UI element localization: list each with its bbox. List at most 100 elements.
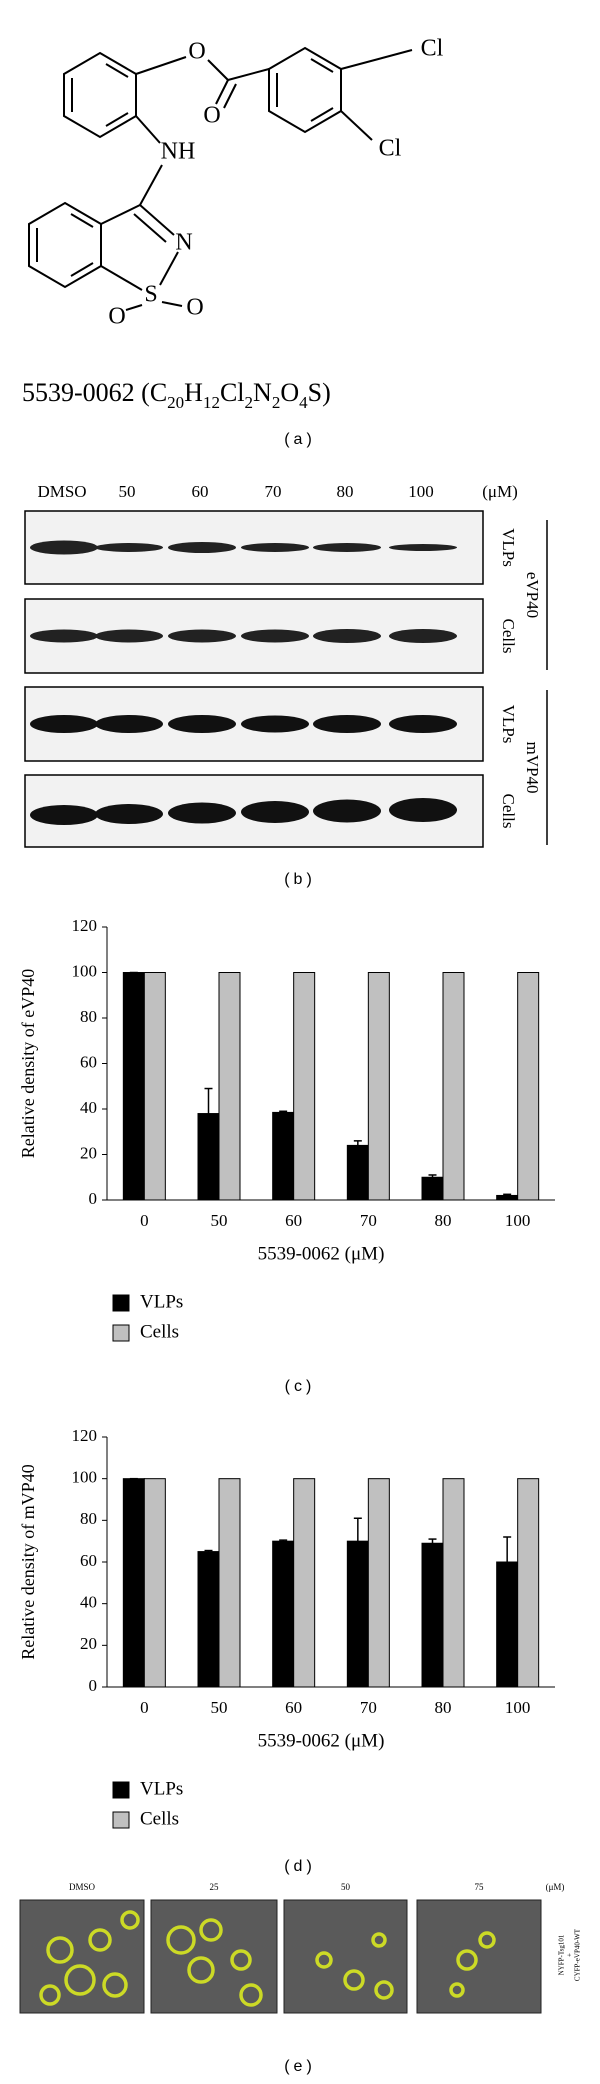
band: [168, 629, 236, 643]
formula-element: N: [253, 378, 272, 407]
legend-swatch: [112, 1294, 130, 1312]
band: [389, 629, 457, 643]
x-tick-label: 70: [360, 1698, 377, 1717]
fluorescent-cell: [239, 1983, 263, 2007]
micrograph: [416, 1899, 542, 2014]
y-tick-label: 80: [80, 1007, 97, 1026]
error-bar: [279, 1539, 288, 1542]
panel-label: (b): [284, 871, 316, 888]
error-bar: [428, 1174, 437, 1178]
bar: [496, 1194, 519, 1201]
compound-closing: ): [322, 378, 331, 407]
atom-label: Cl: [421, 36, 444, 62]
structure: [28, 46, 413, 311]
column-label: DMSO: [37, 482, 86, 501]
bar: [367, 1478, 390, 1688]
fluorescent-cell: [449, 1982, 465, 1998]
bar: [346, 1144, 369, 1201]
atom-label: O: [108, 304, 125, 330]
bar: [496, 1561, 519, 1688]
x-tick-label: 60: [285, 1211, 302, 1230]
band: [241, 629, 309, 643]
column-label: 50: [119, 482, 136, 501]
legend-swatch: [112, 1781, 130, 1799]
y-axis-label: Relative density of eVP40: [18, 969, 38, 1158]
band: [389, 544, 457, 551]
microscopy: DMSO 25 50 75 (μM) NYFP-Tsg101 + CYFP-eVP40-WT: [19, 1882, 582, 2014]
y-tick-label: 20: [80, 1143, 97, 1162]
formula-element: Cl: [220, 378, 245, 407]
y-tick-label: 40: [80, 1593, 97, 1612]
x-tick-label: 60: [285, 1698, 302, 1717]
band: [168, 542, 236, 553]
fluorescent-cell: [230, 1949, 252, 1971]
fluorescent-cell: [187, 1956, 215, 1984]
atom-label: NH: [161, 139, 196, 165]
column-label: 70: [265, 482, 282, 501]
error-bar: [428, 1538, 437, 1544]
band: [313, 543, 381, 552]
column-label: DMSO: [69, 1882, 96, 1892]
formula-element: H: [184, 378, 203, 407]
column-label: 80: [337, 482, 354, 501]
bar: [346, 1540, 369, 1688]
fluorescent-cell: [102, 1972, 128, 1998]
x-tick-label: 100: [505, 1698, 531, 1717]
error-bar: [353, 1140, 362, 1146]
column-label: 60: [192, 482, 209, 501]
x-axis-label: 5539-0062 (μM): [258, 1243, 385, 1264]
band: [168, 715, 236, 733]
micrograph: [283, 1899, 408, 2014]
x-tick-label: 0: [140, 1211, 149, 1230]
bar: [143, 972, 166, 1201]
band: [168, 802, 236, 824]
formula-subscript: 2: [272, 393, 281, 412]
band: [241, 715, 309, 733]
band: [30, 629, 98, 643]
bar: [442, 1478, 465, 1688]
x-tick-label: 70: [360, 1211, 377, 1230]
band: [313, 799, 381, 823]
unit-label: (μM): [546, 1882, 565, 1892]
legend-label: VLPs: [140, 1778, 183, 1799]
x-tick-label: 50: [211, 1211, 228, 1230]
side-label: NYFP-Tsg101: [558, 1934, 566, 1975]
band: [95, 804, 163, 824]
row-label: Cells: [499, 619, 518, 654]
side-label: +: [566, 1953, 574, 1957]
y-tick-label: 60: [80, 1551, 97, 1570]
y-tick-label: 100: [72, 961, 98, 980]
bar: [421, 1176, 444, 1201]
legend-swatch: [112, 1811, 130, 1829]
band: [313, 715, 381, 733]
atom-label: N: [175, 230, 192, 256]
legend-swatch: [112, 1324, 130, 1342]
bar: [122, 972, 145, 1201]
column-label: 50: [341, 1882, 351, 1892]
atom-label: Cl: [379, 136, 402, 162]
bar: [517, 1478, 540, 1688]
column-label: 100: [408, 482, 434, 501]
y-tick-label: 60: [80, 1052, 97, 1071]
panel-label: (e): [284, 2058, 316, 2075]
y-axis-label: Relative density of mVP40: [18, 1464, 38, 1659]
band: [30, 540, 98, 555]
bar: [218, 972, 241, 1201]
bar: [197, 1113, 220, 1201]
column-label: 75: [475, 1882, 485, 1892]
legend-label: VLPs: [140, 1291, 183, 1312]
bar: [218, 1478, 241, 1688]
bar: [421, 1542, 444, 1688]
group-label: eVP40: [523, 572, 542, 618]
y-tick-label: 20: [80, 1634, 97, 1653]
fluorescent-cell: [374, 1980, 394, 2000]
error-bar: [279, 1110, 288, 1113]
band: [313, 629, 381, 643]
formula-subscript: 2: [245, 393, 254, 412]
fluorescent-cell: [478, 1931, 496, 1949]
panel-label: (d): [284, 1858, 316, 1875]
panel-label: (a): [284, 431, 316, 448]
x-axis-label: 5539-0062 (μM): [258, 1730, 385, 1751]
formula-element: O: [280, 378, 299, 407]
